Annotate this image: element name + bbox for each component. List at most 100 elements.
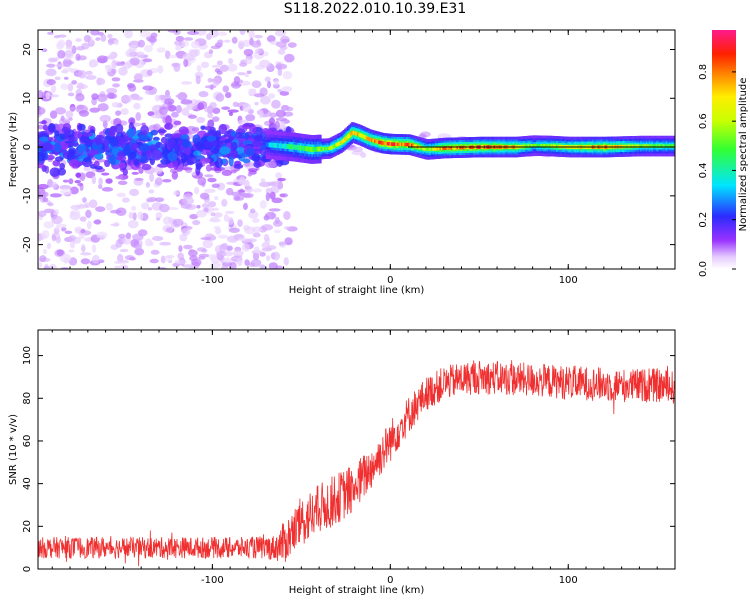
spectrogram-cell	[79, 216, 87, 222]
spectrogram-cell	[178, 245, 183, 253]
spectrogram-cell	[243, 48, 254, 57]
spectrogram-cell	[191, 171, 197, 176]
spectrogram-cell	[228, 149, 239, 158]
spectrogram-cell	[51, 215, 63, 225]
spectrogram-cell	[271, 197, 283, 204]
spectrogram-cell	[76, 104, 85, 110]
spectrogram-cell	[66, 152, 76, 162]
spectrogram-cell	[47, 202, 54, 207]
spectrogram-cell	[38, 261, 43, 269]
spectrogram-cell	[48, 263, 57, 269]
spectrogram-cell	[106, 87, 118, 94]
spectrogram-cell	[251, 188, 263, 193]
spectrogram-cell	[120, 108, 129, 116]
spectrogram-cell	[225, 187, 234, 196]
spectrogram-cell	[212, 131, 221, 138]
spectrogram-cell	[133, 158, 140, 166]
spectrogram-cell	[118, 161, 126, 169]
spectrogram-cell	[62, 60, 75, 65]
spectrogram-cell	[278, 241, 285, 246]
spectrogram-cell	[38, 106, 46, 115]
spectrogram-cell	[209, 101, 217, 109]
spectrogram-cell	[200, 236, 212, 241]
spectrogram-cell	[222, 85, 230, 93]
spectrogram-cell	[212, 107, 221, 114]
spectrogram-cell	[154, 197, 165, 203]
spectrogram-cell	[86, 220, 92, 230]
y-tick-label: 100	[22, 346, 33, 365]
spectrogram-cell	[208, 49, 214, 54]
y-tick-label: 20	[22, 520, 33, 533]
spectrogram-cell	[268, 208, 281, 212]
spectrogram-cell	[97, 31, 104, 36]
spectrogram-cell	[54, 156, 64, 162]
spectrogram-cell	[252, 226, 263, 233]
spectrogram-cell	[189, 50, 198, 58]
spectrogram-cell	[150, 32, 158, 39]
spectrogram-cell	[195, 30, 207, 36]
spectrogram-cell	[69, 186, 79, 195]
spectrogram-cell	[167, 30, 177, 33]
spectrogram-cell	[243, 57, 253, 65]
spectrogram-cell	[269, 112, 278, 118]
spectrogram-cell	[124, 30, 133, 39]
spectrogram-cell	[50, 94, 59, 98]
spectrogram-cell	[43, 208, 55, 214]
spectrogram-cell	[128, 117, 136, 125]
spectrogram-cell	[281, 86, 293, 93]
spectrogram-cell	[225, 210, 235, 215]
spectrogram-cell	[280, 193, 288, 198]
spectrogram-cell	[210, 167, 222, 172]
spectrogram-cell	[672, 144, 675, 148]
spectrogram-cell	[137, 39, 146, 48]
spectrogram-cell	[107, 33, 113, 39]
spectrogram-cell	[38, 90, 44, 98]
spectrogram-cell	[226, 245, 233, 251]
spectrogram-cell	[156, 47, 166, 53]
y-tick-label: 60	[22, 435, 33, 448]
spectrogram-cell	[285, 106, 294, 112]
spectrogram-cell	[284, 226, 291, 230]
spectrogram-cell	[211, 140, 218, 147]
spectrogram-cell	[51, 181, 58, 189]
spectrogram-cell	[260, 95, 271, 105]
spectrogram-cell	[41, 48, 48, 53]
spectrogram-cell	[68, 136, 78, 143]
spectrogram-cell	[196, 247, 206, 252]
spectrogram-cell	[265, 187, 273, 194]
spectrogram-cell	[105, 202, 113, 211]
spectrogram-cell	[200, 61, 210, 69]
spectrogram-cell	[259, 264, 266, 269]
spectrogram-cell	[106, 92, 115, 99]
spectrogram-cell	[251, 140, 262, 148]
spectrogram-cell	[110, 223, 120, 227]
spectrogram-cell	[253, 160, 262, 168]
spectrogram-cell	[139, 134, 150, 141]
spectrogram-cell	[277, 88, 282, 93]
spectrogram-cell	[182, 196, 195, 205]
spectrogram-cell	[60, 115, 65, 122]
spectrogram-cell	[179, 133, 189, 140]
spectrogram-cell	[71, 80, 78, 85]
spectrogram-cell	[199, 157, 211, 164]
spectrogram-cell	[259, 181, 271, 188]
spectrogram-cell	[129, 57, 140, 66]
spectrogram-cell	[204, 126, 213, 131]
spectrogram-cell	[236, 257, 243, 267]
spectrogram-cell	[60, 227, 67, 232]
spectrogram-cell	[241, 243, 251, 252]
spectrogram-cell	[101, 172, 110, 176]
spectrogram-cell	[53, 142, 62, 153]
spectrogram-cell	[181, 167, 193, 171]
spectrogram-cell	[80, 252, 92, 256]
spectrogram-cell	[38, 155, 42, 162]
spectrogram-y-label: Frequency (Hz)	[8, 112, 19, 188]
spectrogram-cell	[122, 145, 131, 156]
spectrogram-cell	[253, 246, 260, 254]
spectrogram-cell	[218, 123, 228, 135]
spectrogram-cell	[187, 114, 197, 119]
spectrogram-cell	[223, 257, 231, 264]
spectrogram-cell	[60, 83, 69, 90]
spectrogram-cell	[114, 265, 120, 269]
spectrogram-cell	[174, 40, 182, 46]
